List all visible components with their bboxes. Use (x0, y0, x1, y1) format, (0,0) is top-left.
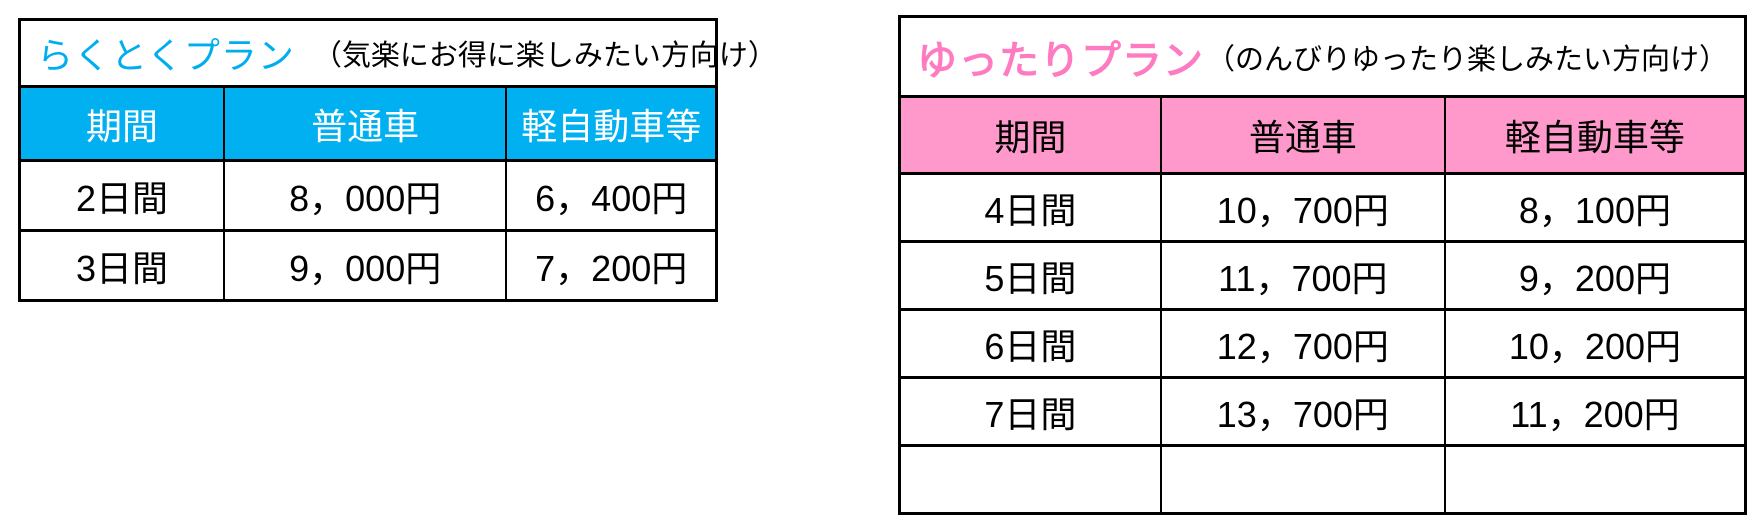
period-cell: 4日間 (901, 175, 1160, 240)
yuttari-plan-table: ゆったりプラン （のんびりゆったり楽しみたい方向け） 期間 普通車 軽自動車等 … (898, 15, 1747, 515)
kei-car-price-cell: 7，200円 (505, 232, 715, 299)
kei-car-price-cell: 10，200円 (1443, 311, 1744, 376)
regular-car-price-cell: 8，000円 (222, 162, 506, 229)
regular-car-price-cell: 11，700円 (1159, 243, 1444, 308)
regular-car-price-cell: 10，700円 (1159, 175, 1444, 240)
kei-car-price-cell: 9，200円 (1443, 243, 1744, 308)
rakutoku-header-period: 期間 (85, 105, 158, 147)
period-cell: 6日間 (901, 311, 1160, 376)
kei-car-price-cell: 11，200円 (1443, 379, 1744, 444)
yuttari-header-regular-car: 普通車 (1159, 98, 1444, 172)
table-row: 6日間 12，700円 10，200円 (901, 308, 1744, 376)
period-cell (901, 447, 1160, 512)
rakutoku-header-row: 期間 普通車 軽自動車等 (21, 85, 715, 159)
rakutoku-plan-subtitle: （気楽にお得に楽しみたい方向け） (312, 40, 777, 72)
yuttari-plan-title: ゆったりプラン (917, 38, 1204, 83)
table-row: 2日間 8，000円 6，400円 (21, 159, 715, 229)
yuttari-header-row: 期間 普通車 軽自動車等 (901, 95, 1744, 172)
period-cell: 5日間 (901, 243, 1160, 308)
period-cell: 2日間 (21, 162, 223, 229)
period-cell: 7日間 (901, 379, 1160, 444)
yuttari-header-period: 期間 (994, 117, 1067, 158)
rakutoku-plan-table: らくとくプラン （気楽にお得に楽しみたい方向け） 期間 普通車 軽自動車等 2日… (18, 18, 777, 302)
regular-car-price-cell: 9，000円 (222, 232, 506, 299)
rakutoku-header-regular-car: 普通車 (222, 88, 505, 159)
kei-car-price-cell: 6，400円 (505, 162, 715, 229)
regular-car-price-cell: 12，700円 (1159, 311, 1444, 376)
regular-car-price-cell: 13，700円 (1159, 379, 1444, 444)
table-row: 5日間 11，700円 9，200円 (901, 240, 1744, 308)
table-row: 4日間 10，700円 8，100円 (901, 172, 1744, 240)
rakutoku-title-row: らくとくプラン （気楽にお得に楽しみたい方向け） (21, 21, 777, 85)
yuttari-header-kei-car: 軽自動車等 (1443, 98, 1744, 172)
kei-car-price-cell (1443, 447, 1744, 512)
rakutoku-plan-title: らくとくプラン (37, 35, 295, 76)
yuttari-title-row: ゆったりプラン （のんびりゆったり楽しみたい方向け） (901, 18, 1744, 95)
table-row: 3日間 9，000円 7，200円 (21, 229, 715, 299)
table-row-clipped (901, 444, 1744, 512)
regular-car-price-cell (1159, 447, 1444, 512)
rakutoku-header-kei-car: 軽自動車等 (505, 88, 715, 159)
period-cell: 3日間 (21, 232, 223, 299)
yuttari-plan-subtitle: （のんびりゆったり楽しみたい方向け） (1206, 43, 1729, 76)
kei-car-price-cell: 8，100円 (1443, 175, 1744, 240)
page: { "colors": { "background": "#FFFFFF", "… (18, 15, 1747, 515)
table-row: 7日間 13，700円 11，200円 (901, 376, 1744, 444)
